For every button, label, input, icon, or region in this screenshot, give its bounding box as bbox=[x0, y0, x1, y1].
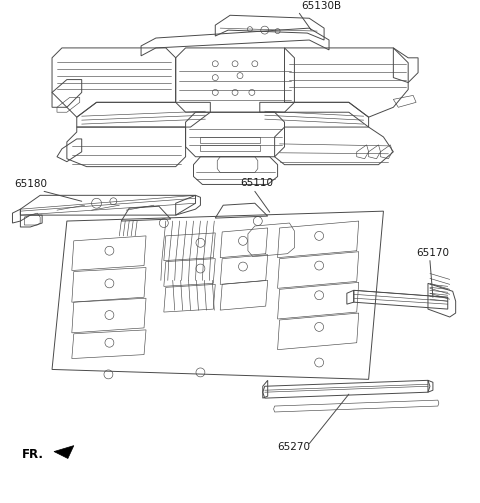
Text: 65180: 65180 bbox=[14, 180, 48, 190]
Text: 65110: 65110 bbox=[240, 179, 273, 189]
Text: 65270: 65270 bbox=[277, 442, 311, 452]
Polygon shape bbox=[54, 446, 74, 458]
Text: 65170: 65170 bbox=[416, 247, 449, 258]
Text: FR.: FR. bbox=[23, 449, 44, 461]
Text: 65130B: 65130B bbox=[301, 2, 341, 11]
